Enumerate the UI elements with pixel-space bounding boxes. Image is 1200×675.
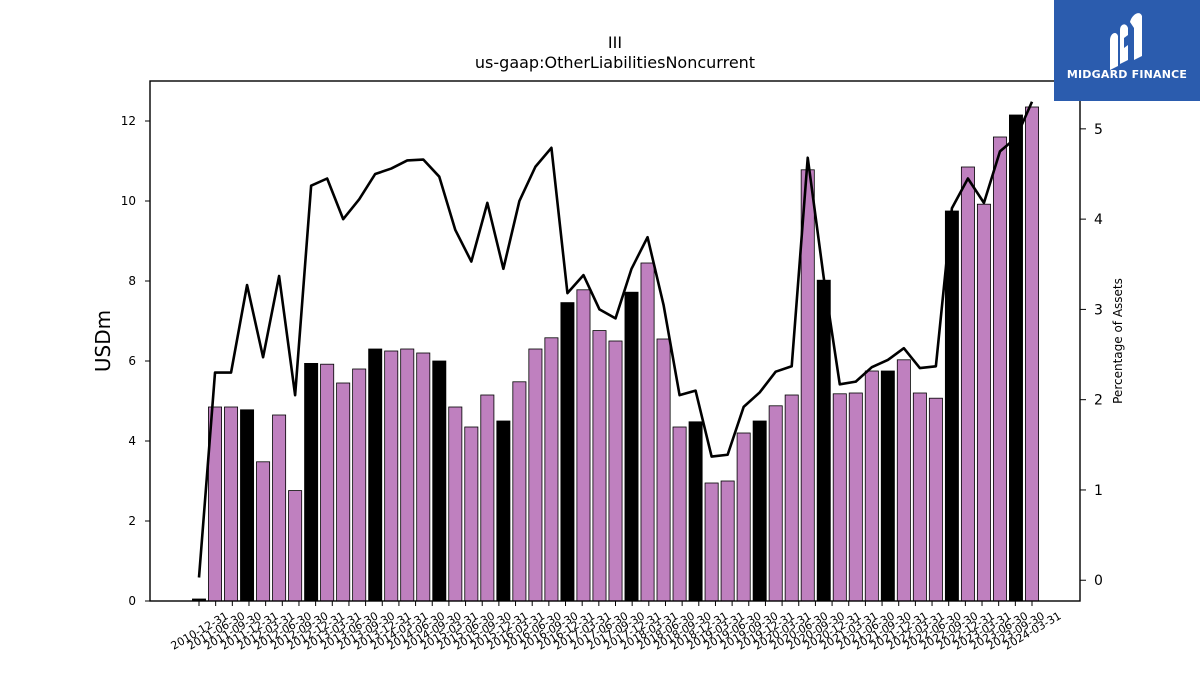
bar xyxy=(672,426,687,602)
bar xyxy=(624,291,639,602)
y-axis-label-left: USDm xyxy=(91,310,115,372)
chart-subtitle: us-gaap:OtherLiabilitiesNoncurrent xyxy=(475,53,755,72)
bar xyxy=(784,394,799,602)
bar xyxy=(496,420,511,602)
bar xyxy=(256,461,271,602)
bar xyxy=(656,338,671,602)
percentage-line xyxy=(197,101,1034,578)
bar xyxy=(288,490,303,602)
bar xyxy=(880,370,895,602)
bar xyxy=(720,480,735,602)
y-tick-label-left: 0 xyxy=(128,594,136,608)
line-series xyxy=(197,101,1034,578)
bar xyxy=(320,363,335,602)
chart-title: III xyxy=(608,33,622,52)
bar xyxy=(1009,114,1023,602)
bar xyxy=(752,420,767,602)
bar xyxy=(848,392,863,602)
y-tick-label-left: 10 xyxy=(121,194,136,208)
logo-text: MIDGARD FINANCE xyxy=(1066,68,1188,81)
bar xyxy=(528,348,543,602)
bar xyxy=(608,340,623,602)
y-tick-label-right: 4 xyxy=(1094,212,1103,228)
bar xyxy=(336,382,351,602)
y-tick-label-right: 3 xyxy=(1094,302,1103,318)
bar xyxy=(432,360,447,602)
bar xyxy=(912,392,927,602)
y-axis-label-right: Percentage of Assets xyxy=(1111,278,1125,404)
y-tick-label-right: 5 xyxy=(1094,122,1103,138)
bar xyxy=(832,393,847,602)
bar xyxy=(352,368,367,602)
bar xyxy=(640,262,655,602)
y-tick-label-right: 0 xyxy=(1094,573,1103,589)
bar xyxy=(928,397,943,602)
bar xyxy=(944,210,959,602)
bar xyxy=(304,362,319,602)
bar xyxy=(704,482,719,602)
bar xyxy=(384,350,399,602)
y-tick-label-left: 4 xyxy=(128,434,136,448)
bar xyxy=(224,406,239,602)
bar xyxy=(400,348,415,602)
bar xyxy=(864,370,879,602)
bar xyxy=(816,279,831,602)
bar xyxy=(464,426,479,602)
bar xyxy=(368,348,383,602)
y-tick-label-left: 2 xyxy=(128,514,136,528)
bar xyxy=(960,166,975,602)
bar xyxy=(544,337,559,602)
bar-series xyxy=(192,106,1039,602)
bar xyxy=(480,394,495,602)
bar xyxy=(976,203,991,602)
x-axis-ticks: 2010-12-312011-06-302011-09-302011-12-31… xyxy=(169,601,1064,653)
bar xyxy=(768,405,783,602)
bar xyxy=(576,289,591,602)
bar xyxy=(896,359,911,602)
bar xyxy=(448,406,463,602)
bar xyxy=(736,432,751,602)
bar xyxy=(992,136,1007,602)
midgard-logo-mark-icon xyxy=(1110,13,1142,70)
bar xyxy=(560,302,575,602)
bar xyxy=(1025,106,1039,602)
y-tick-label-left: 6 xyxy=(128,354,136,368)
y-tick-label-right: 1 xyxy=(1094,483,1103,499)
bar xyxy=(272,414,287,602)
y-tick-label-right: 2 xyxy=(1094,393,1103,409)
bar xyxy=(240,409,255,602)
bar xyxy=(512,381,527,602)
logo: MIDGARD FINANCE xyxy=(1054,0,1200,101)
y-tick-label-left: 12 xyxy=(121,114,136,128)
bar xyxy=(416,352,431,602)
bar xyxy=(688,421,703,602)
bar xyxy=(592,330,607,602)
y-tick-label-left: 8 xyxy=(128,274,136,288)
